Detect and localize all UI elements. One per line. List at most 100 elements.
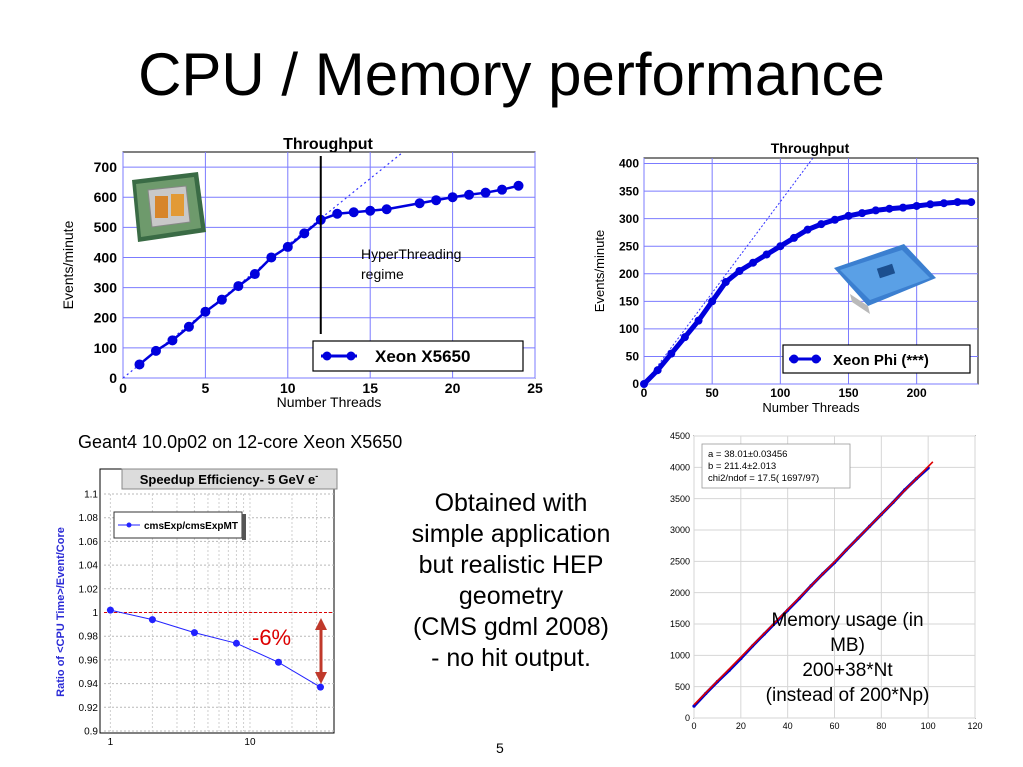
x-tick-label: 100 xyxy=(921,721,936,731)
data-point xyxy=(817,220,826,229)
data-point xyxy=(912,201,921,210)
center-text-line: Obtained with xyxy=(434,489,588,517)
y-tick-label: 250 xyxy=(619,239,639,253)
series-cmsexp xyxy=(106,606,324,691)
legend: cmsExp/cmsExpMT xyxy=(113,511,246,540)
y-axis-label: Ratio of <CPU Time>/Event/Core xyxy=(55,527,67,697)
y-tick-label: 500 xyxy=(94,219,118,235)
data-point xyxy=(233,281,244,292)
data-point xyxy=(667,349,676,358)
data-point xyxy=(274,658,282,666)
data-point xyxy=(926,200,935,209)
plot-frame xyxy=(99,468,335,734)
data-point xyxy=(939,199,948,208)
memory-note: Memory usage (in MB) 200+38*Nt (instead … xyxy=(735,608,960,708)
slide-number: 5 xyxy=(496,740,504,756)
center-text-line: geometry xyxy=(458,582,564,610)
x-tick-label: 100 xyxy=(770,386,790,400)
data-point xyxy=(803,225,812,234)
y-tick-label: 0 xyxy=(632,377,639,391)
legend-label: cmsExp/cmsExpMT xyxy=(144,521,238,532)
legend-label: Xeon Phi (***) xyxy=(833,352,929,369)
axis-ticks: 0 20 40 60 80 100 120 0 500 1000 1500 2000 2500 3000 3… xyxy=(670,431,983,731)
data-point xyxy=(190,629,198,637)
data-point xyxy=(266,252,277,263)
data-point xyxy=(513,180,524,191)
data-point xyxy=(967,198,976,207)
x-tick-label: 0 xyxy=(641,386,648,400)
legend-shadow xyxy=(242,514,246,540)
data-point xyxy=(871,206,880,215)
hyperthreading-label-line1: HyperThreading xyxy=(361,246,461,262)
memory-usage-chart: 0 20 40 60 80 100 120 0 500 1000 1500 2000 2500 3000 3… xyxy=(670,431,983,731)
y-tick-label: 400 xyxy=(619,157,639,171)
data-point xyxy=(762,250,771,259)
chart-title: Throughput xyxy=(771,140,850,156)
data-point xyxy=(148,616,156,624)
x-tick-label: 0 xyxy=(119,380,127,396)
legend-marker xyxy=(322,351,332,361)
x-tick-label: 25 xyxy=(527,380,543,396)
y-tick-label: 0.92 xyxy=(79,703,99,714)
y-tick-label: 150 xyxy=(619,295,639,309)
y-tick-label: 0.9 xyxy=(84,727,98,738)
fit-parameters-box: a = 38.01±0.03456 b = 211.4±2.013 chi2/n… xyxy=(701,443,851,489)
data-point xyxy=(497,184,508,195)
data-point xyxy=(640,380,648,388)
x-tick-label: 150 xyxy=(838,386,858,400)
data-point xyxy=(885,204,894,213)
center-text-line: but realistic HEP xyxy=(418,551,604,579)
y-tick-label: 700 xyxy=(94,159,118,175)
data-point xyxy=(106,606,114,614)
chart-title: Speedup Efficiency- 5 GeV e- xyxy=(140,471,319,487)
y-tick-label: 1.04 xyxy=(79,561,99,572)
data-point xyxy=(480,187,491,198)
data-point xyxy=(282,241,293,252)
y-tick-label: 4500 xyxy=(670,431,690,441)
memory-note-line: MB) xyxy=(830,635,865,656)
y-tick-label: 400 xyxy=(94,249,118,265)
x-tick-label: 15 xyxy=(362,380,378,396)
x-tick-label: 200 xyxy=(907,386,927,400)
fit-chi2: chi2/ndof = 17.5( 1697/97) xyxy=(708,473,819,484)
x-tick-label: 1 xyxy=(108,737,114,748)
speedup-efficiency-chart: Speedup Efficiency- 5 GeV e- 1 10 0.9 0.92 0… xyxy=(55,468,338,748)
ideal-scaling-segment xyxy=(643,157,814,385)
data-point xyxy=(680,333,689,342)
throughput-chart-xeon-x5650: Throughput 0 5 10 15 20 25 0 100 200 300 400 500 600… xyxy=(60,136,543,410)
y-tick-label: 100 xyxy=(94,340,118,356)
memory-note-line: Memory usage (in xyxy=(771,610,924,631)
y-tick-label: 2000 xyxy=(670,588,690,598)
y-tick-label: 600 xyxy=(94,189,118,205)
center-text-block: Obtained with simple application but rea… xyxy=(380,488,642,674)
y-tick-label: 3500 xyxy=(670,494,690,504)
x-tick-label: 10 xyxy=(244,737,256,748)
y-tick-label: 1.06 xyxy=(79,537,99,548)
ideal-scaling-line xyxy=(643,157,814,385)
fit-box xyxy=(701,443,851,489)
legend-marker xyxy=(789,354,799,364)
x-tick-label: 0 xyxy=(691,721,696,731)
y-tick-label: 200 xyxy=(94,310,118,326)
data-point xyxy=(150,345,161,356)
y-tick-label: 500 xyxy=(675,682,690,692)
throughput-chart-xeon-phi: Throughput 0 50 100 150 200 0 50 100 150 200 250 30… xyxy=(592,140,979,415)
x-axis-label: Number Threads xyxy=(762,400,860,415)
data-point xyxy=(953,198,962,207)
x-tick-label: 10 xyxy=(280,380,296,396)
y-tick-label: 0 xyxy=(685,713,690,723)
efficiency-drop-label: -6% xyxy=(252,625,291,650)
xeon-phi-card-image xyxy=(834,244,936,314)
series-xeon-phi xyxy=(640,198,976,388)
data-point xyxy=(899,203,908,212)
x-axis-label: Number Threads xyxy=(277,394,382,410)
data-point xyxy=(735,267,744,275)
legend-marker xyxy=(811,354,821,364)
y-tick-label: 3000 xyxy=(670,525,690,535)
x-tick-label: 20 xyxy=(736,721,746,731)
legend-marker xyxy=(346,351,356,361)
data-point xyxy=(414,198,425,209)
data-point xyxy=(332,208,343,219)
fit-line xyxy=(693,461,934,706)
y-tick-label: 350 xyxy=(619,184,639,198)
